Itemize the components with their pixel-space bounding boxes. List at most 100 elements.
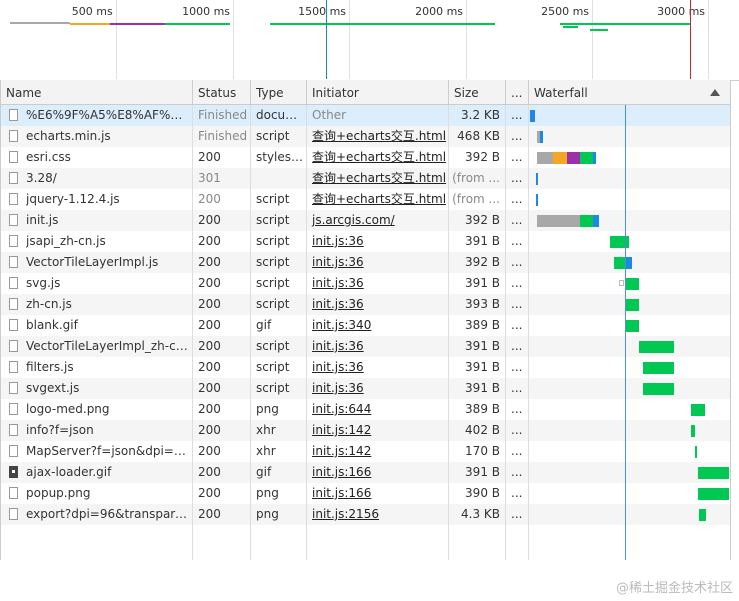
waterfall-segment <box>553 152 567 164</box>
table-row[interactable]: %E6%9F%A5%E8%AF%A2+e... Finished docum... O… <box>1 105 730 126</box>
request-initiator[interactable]: 查询+echarts交互.html <box>307 189 449 210</box>
request-initiator[interactable]: init.js:36 <box>307 378 449 399</box>
request-initiator[interactable]: init.js:142 <box>307 441 449 462</box>
table-row[interactable]: info?f=json 200 xhr init.js:142 402 B... <box>1 420 730 441</box>
request-initiator[interactable]: 查询+echarts交互.html <box>307 147 449 168</box>
overview-activity-bar <box>70 23 110 25</box>
table-row[interactable]: MapServer?f=json&dpi=96... 200 xhr init.js:… <box>1 441 730 462</box>
table-row[interactable]: VectorTileLayerImpl.js 200 script init.js:3… <box>1 252 730 273</box>
column-header-type[interactable]: Type <box>251 80 307 105</box>
request-type <box>251 168 307 189</box>
request-initiator[interactable]: init.js:36 <box>307 273 449 294</box>
request-name-cell[interactable]: echarts.min.js <box>1 126 193 147</box>
request-name-cell[interactable]: zh-cn.js <box>1 294 193 315</box>
request-size: 4.3 KB <box>461 507 500 521</box>
request-status: Finished <box>198 108 248 122</box>
table-row[interactable]: VectorTileLayerImpl_zh-cn.js 200 script ini… <box>1 336 730 357</box>
request-name-cell[interactable]: svgext.js <box>1 378 193 399</box>
waterfall-segment <box>537 215 580 227</box>
request-initiator[interactable]: init.js:340 <box>307 315 449 336</box>
waterfall-segment <box>626 257 632 269</box>
table-row[interactable]: blank.gif 200 gif init.js:340 389 B... <box>1 315 730 336</box>
table-row[interactable]: ajax-loader.gif 200 gif init.js:166 391 B... <box>1 462 730 483</box>
request-initiator[interactable]: init.js:36 <box>307 294 449 315</box>
table-row[interactable]: zh-cn.js 200 script init.js:36 393 B... <box>1 294 730 315</box>
request-type: script <box>256 129 290 143</box>
waterfall-segment <box>580 152 593 164</box>
request-initiator: Other <box>307 105 449 126</box>
request-name-cell[interactable]: svg.js <box>1 273 193 294</box>
request-name-cell[interactable]: popup.png <box>1 483 193 504</box>
table-row[interactable]: jsapi_zh-cn.js 200 script init.js:36 391 B..… <box>1 231 730 252</box>
request-initiator[interactable]: init.js:2156 <box>307 504 449 525</box>
waterfall-segment <box>537 131 540 143</box>
request-initiator[interactable]: init.js:142 <box>307 420 449 441</box>
initiator-text: init.js:36 <box>312 255 364 269</box>
request-name-cell[interactable]: logo-med.png <box>1 399 193 420</box>
request-status: 200 <box>198 318 221 332</box>
request-name-cell[interactable]: init.js <box>1 210 193 231</box>
table-row[interactable]: logo-med.png 200 png init.js:644 389 B... <box>1 399 730 420</box>
table-row[interactable]: svgext.js 200 script init.js:36 391 B... <box>1 378 730 399</box>
request-status: 200 <box>198 465 221 479</box>
request-name: svgext.js <box>26 381 80 395</box>
request-time: ... <box>511 339 523 353</box>
request-initiator[interactable]: init.js:166 <box>307 483 449 504</box>
request-initiator[interactable]: init.js:644 <box>307 399 449 420</box>
table-row[interactable]: echarts.min.js Finished script 查询+echarts交互… <box>1 126 730 147</box>
table-row[interactable]: jquery-1.12.4.js 200 script 查询+echarts交互.ht… <box>1 189 730 210</box>
request-size: 391 B <box>465 276 500 290</box>
request-status: 200 <box>198 339 221 353</box>
table-row[interactable]: esri.css 200 stylesh... 查询+echarts交互.html 39… <box>1 147 730 168</box>
request-initiator[interactable]: init.js:166 <box>307 462 449 483</box>
request-initiator[interactable]: init.js:36 <box>307 231 449 252</box>
request-name: logo-med.png <box>26 402 110 416</box>
sort-ascending-icon[interactable] <box>710 89 720 96</box>
request-type: script <box>256 297 290 311</box>
request-name-cell[interactable]: %E6%9F%A5%E8%AF%A2+e... <box>1 105 193 126</box>
table-row[interactable]: export?dpi=96&transparent... 200 png init.j… <box>1 504 730 525</box>
request-name-cell[interactable]: esri.css <box>1 147 193 168</box>
request-initiator[interactable]: 查询+echarts交互.html <box>307 168 449 189</box>
timeline-overview[interactable]: 500 ms 1000 ms 1500 ms 2000 ms 2500 ms 3000 m… <box>0 0 739 81</box>
column-header-initiator[interactable]: Initiator <box>307 80 449 105</box>
table-row[interactable]: filters.js 200 script init.js:36 391 B... <box>1 357 730 378</box>
request-status: 301 <box>198 171 221 185</box>
initiator-text: init.js:644 <box>312 402 372 416</box>
request-name-cell[interactable]: filters.js <box>1 357 193 378</box>
request-name: jsapi_zh-cn.js <box>26 234 106 248</box>
table-row[interactable]: init.js 200 script js.arcgis.com/392 B... <box>1 210 730 231</box>
request-name-cell[interactable]: blank.gif <box>1 315 193 336</box>
overview-activity-bar <box>110 23 165 25</box>
request-name: filters.js <box>26 360 74 374</box>
request-name-cell[interactable]: VectorTileLayerImpl_zh-cn.js <box>1 336 193 357</box>
table-row[interactable]: popup.png 200 png init.js:166 390 B... <box>1 483 730 504</box>
request-name-cell[interactable]: jsapi_zh-cn.js <box>1 231 193 252</box>
table-row[interactable]: svg.js 200 script init.js:36 391 B... <box>1 273 730 294</box>
request-initiator[interactable]: js.arcgis.com/ <box>307 210 449 231</box>
column-header-name[interactable]: Name <box>1 80 193 105</box>
column-header-time[interactable]: ... <box>506 80 529 105</box>
request-initiator[interactable]: init.js:36 <box>307 252 449 273</box>
request-name-cell[interactable]: 3.28/ <box>1 168 193 189</box>
request-name-cell[interactable]: export?dpi=96&transparent... <box>1 504 193 525</box>
column-header-size[interactable]: Size <box>449 80 506 105</box>
column-header-status[interactable]: Status <box>193 80 251 105</box>
waterfall-segment <box>699 509 706 521</box>
waterfall-segment <box>610 236 629 248</box>
timeline-tick-label: 500 ms <box>71 5 113 18</box>
request-initiator[interactable]: init.js:36 <box>307 357 449 378</box>
column-divider <box>448 105 449 560</box>
request-initiator[interactable]: init.js:36 <box>307 336 449 357</box>
request-name-cell[interactable]: MapServer?f=json&dpi=96... <box>1 441 193 462</box>
timeline-tick-line <box>349 0 350 79</box>
initiator-text: js.arcgis.com/ <box>312 213 395 227</box>
table-row[interactable]: 3.28/301 查询+echarts交互.html (from ...... <box>1 168 730 189</box>
request-initiator[interactable]: 查询+echarts交互.html <box>307 126 449 147</box>
request-name-cell[interactable]: ajax-loader.gif <box>1 462 193 483</box>
request-name-cell[interactable]: jquery-1.12.4.js <box>1 189 193 210</box>
request-name-cell[interactable]: info?f=json <box>1 420 193 441</box>
request-name-cell[interactable]: VectorTileLayerImpl.js <box>1 252 193 273</box>
request-time: ... <box>511 381 523 395</box>
column-header-waterfall[interactable]: Waterfall <box>529 80 730 105</box>
